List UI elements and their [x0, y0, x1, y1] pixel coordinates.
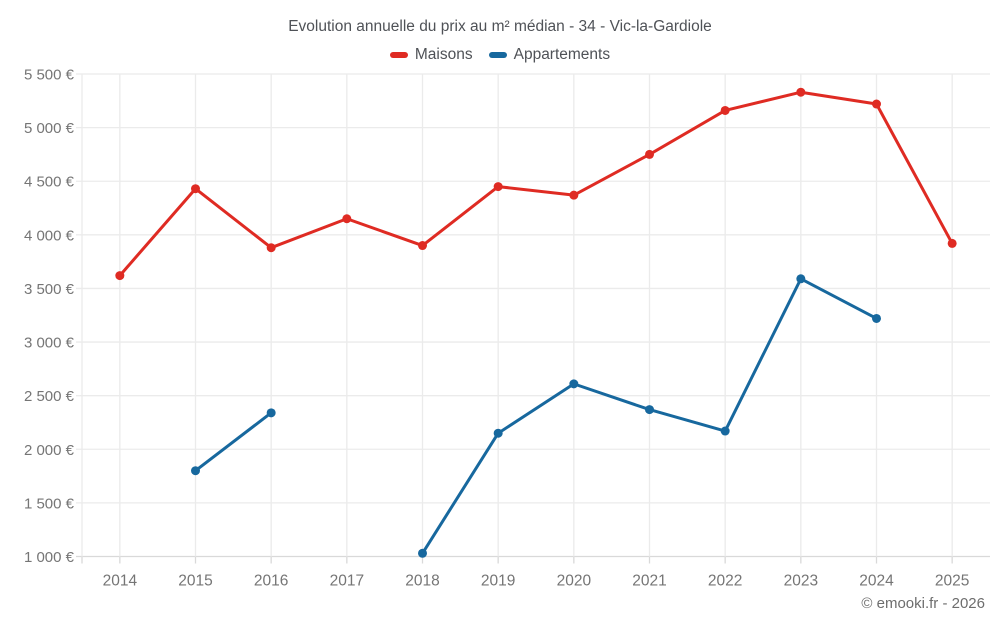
y-tick-label: 1 000 €: [24, 549, 75, 566]
data-point-appartements[interactable]: [493, 428, 503, 438]
legend-label-maisons: Maisons: [414, 46, 473, 63]
y-tick-label: 1 500 €: [24, 495, 75, 512]
data-point-maisons[interactable]: [569, 190, 579, 200]
x-tick-label: 2020: [557, 573, 592, 590]
data-point-maisons[interactable]: [191, 184, 200, 194]
maisons-series-swatch-icon: [389, 52, 408, 58]
data-point-maisons[interactable]: [115, 271, 125, 281]
y-tick-label: 5 000 €: [24, 120, 75, 137]
copyright: © emooki.fr - 2026: [861, 595, 985, 612]
data-point-appartements[interactable]: [191, 466, 200, 476]
x-tick-label: 2024: [859, 573, 894, 590]
x-tick-label: 2025: [935, 573, 969, 590]
data-point-appartements[interactable]: [796, 274, 806, 284]
x-tick-label: 2019: [481, 573, 515, 590]
data-point-maisons[interactable]: [493, 182, 503, 192]
x-tick-label: 2015: [178, 573, 212, 590]
y-tick-label: 4 000 €: [24, 227, 75, 244]
legend-item-maisons[interactable]: Maisons: [389, 45, 473, 65]
x-tick-label: 2021: [632, 573, 666, 590]
x-tick-label: 2023: [784, 573, 818, 590]
x-tick-label: 2018: [405, 573, 439, 590]
data-point-maisons[interactable]: [872, 99, 881, 109]
x-tick-label: 2022: [708, 573, 742, 590]
series-line-maisons: [118, 90, 954, 278]
legend-label-appartements: Appartements: [513, 46, 611, 63]
x-tick-label: 2016: [254, 573, 288, 590]
legend: Maisons Appartements: [0, 45, 1000, 65]
chart-title: Evolution annuelle du prix au m² médian …: [288, 18, 712, 35]
data-point-appartements[interactable]: [418, 548, 427, 558]
series-line-appartements: [194, 411, 273, 473]
data-point-maisons[interactable]: [947, 238, 957, 248]
data-point-maisons[interactable]: [720, 105, 730, 115]
legend-item-appartements[interactable]: Appartements: [488, 45, 611, 65]
data-point-appartements[interactable]: [569, 379, 579, 389]
y-tick-label: 3 000 €: [24, 335, 75, 352]
x-tick-label: 2014: [103, 573, 138, 590]
appartements-series-swatch-icon: [488, 52, 507, 58]
data-point-appartements[interactable]: [266, 408, 276, 418]
data-point-maisons[interactable]: [342, 214, 352, 224]
data-point-appartements[interactable]: [720, 426, 730, 436]
y-tick-label: 5 500 €: [24, 67, 75, 84]
data-point-appartements[interactable]: [872, 313, 881, 323]
y-tick-label: 3 500 €: [24, 281, 75, 298]
data-point-maisons[interactable]: [418, 241, 427, 251]
y-tick-label: 2 000 €: [24, 442, 75, 459]
x-tick-label: 2017: [330, 573, 364, 590]
data-point-maisons[interactable]: [796, 87, 806, 97]
y-tick-label: 2 500 €: [24, 388, 75, 405]
data-point-appartements[interactable]: [645, 405, 654, 415]
data-point-maisons[interactable]: [266, 243, 276, 253]
y-tick-label: 4 500 €: [24, 174, 75, 191]
data-point-maisons[interactable]: [645, 149, 654, 159]
